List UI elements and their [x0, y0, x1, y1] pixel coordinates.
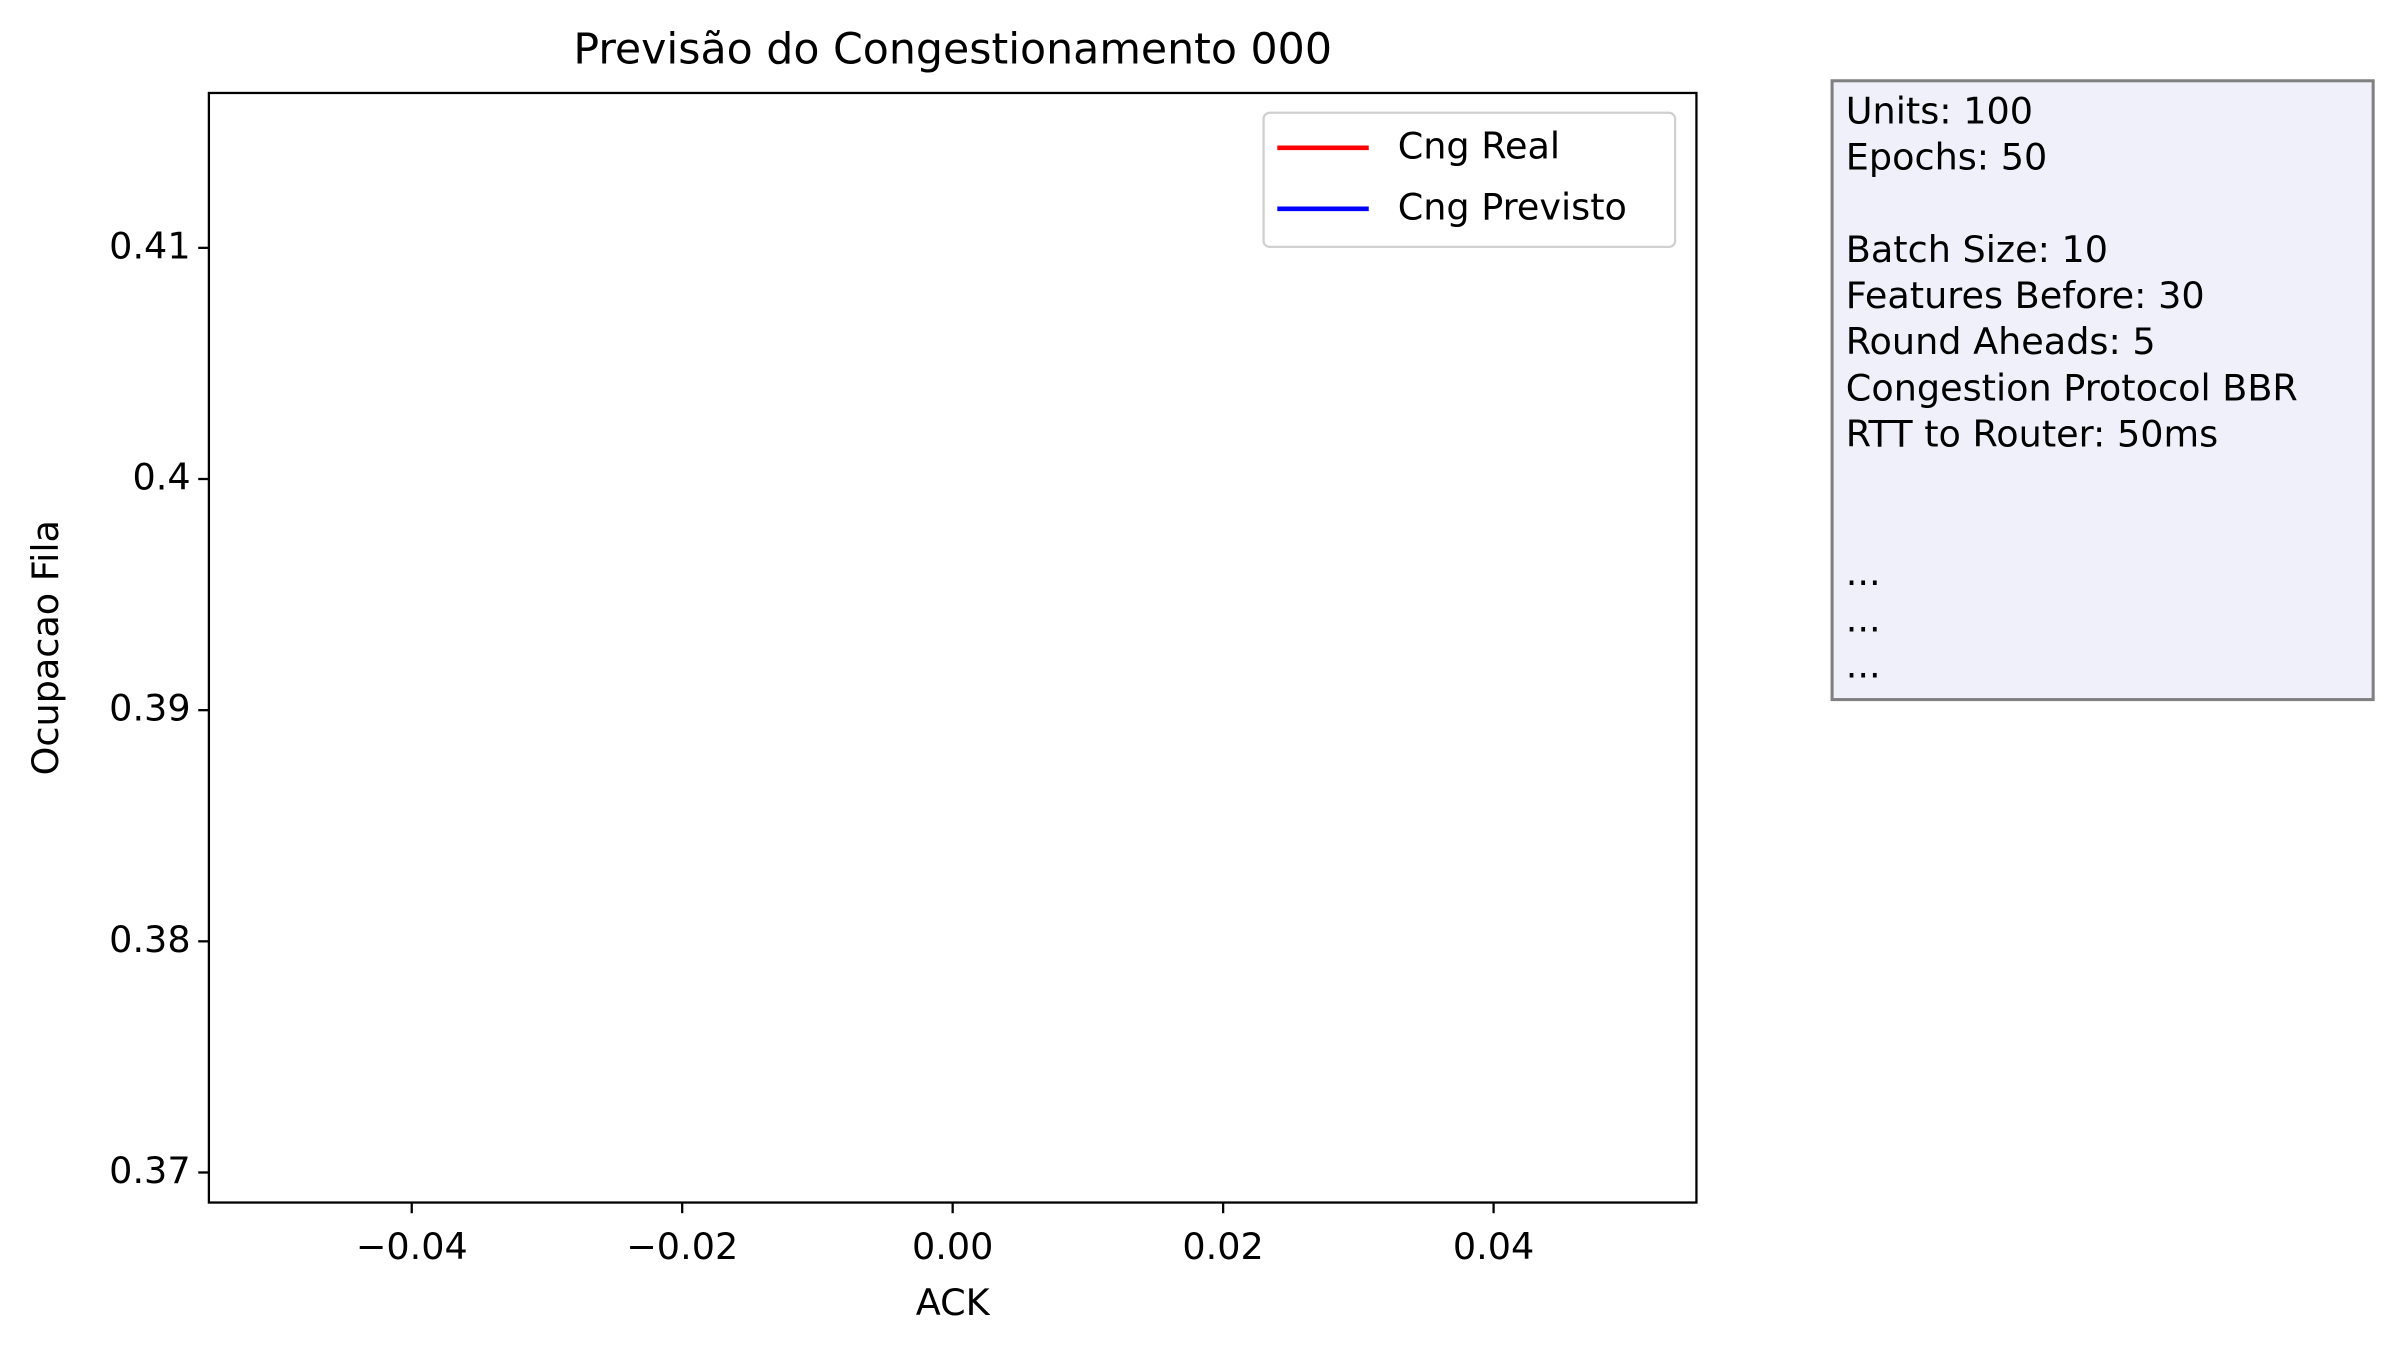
- x-tick-label: −0.04: [356, 1225, 468, 1268]
- x-tick-label: 0.04: [1453, 1225, 1534, 1268]
- info-line: Round Aheads: 5: [1846, 320, 2156, 363]
- x-axis-label: ACK: [916, 1281, 991, 1324]
- y-tick-label: 0.39: [109, 687, 190, 730]
- info-line: RTT to Router: 50ms: [1846, 413, 2218, 456]
- x-tick-label: 0.02: [1182, 1225, 1263, 1268]
- x-tick-label: 0.00: [912, 1225, 993, 1268]
- y-tick-label: 0.38: [109, 918, 190, 961]
- info-line: Epochs: 50: [1846, 135, 2047, 178]
- x-tick-label: −0.02: [626, 1225, 738, 1268]
- y-tick-label: 0.4: [132, 456, 190, 499]
- y-tick-label: 0.41: [109, 224, 190, 267]
- info-line: ...: [1846, 551, 1881, 594]
- info-line: Congestion Protocol BBR: [1846, 366, 2298, 409]
- y-axis-label: Ocupacao Fila: [24, 520, 67, 775]
- plot-frame: [207, 91, 1698, 1204]
- chart-title: Previsão do Congestionamento 000: [573, 24, 1332, 74]
- info-line: ...: [1846, 597, 1881, 640]
- info-line: ...: [1846, 643, 1881, 686]
- y-tick-label: 0.37: [109, 1149, 190, 1192]
- info-line: Units: 100: [1846, 89, 2033, 132]
- info-box: [1830, 79, 2375, 702]
- legend-label: Cng Real: [1398, 124, 1560, 167]
- legend-label: Cng Previsto: [1398, 185, 1627, 228]
- info-line: Batch Size: 10: [1846, 228, 2108, 271]
- info-line: Features Before: 30: [1846, 274, 2205, 317]
